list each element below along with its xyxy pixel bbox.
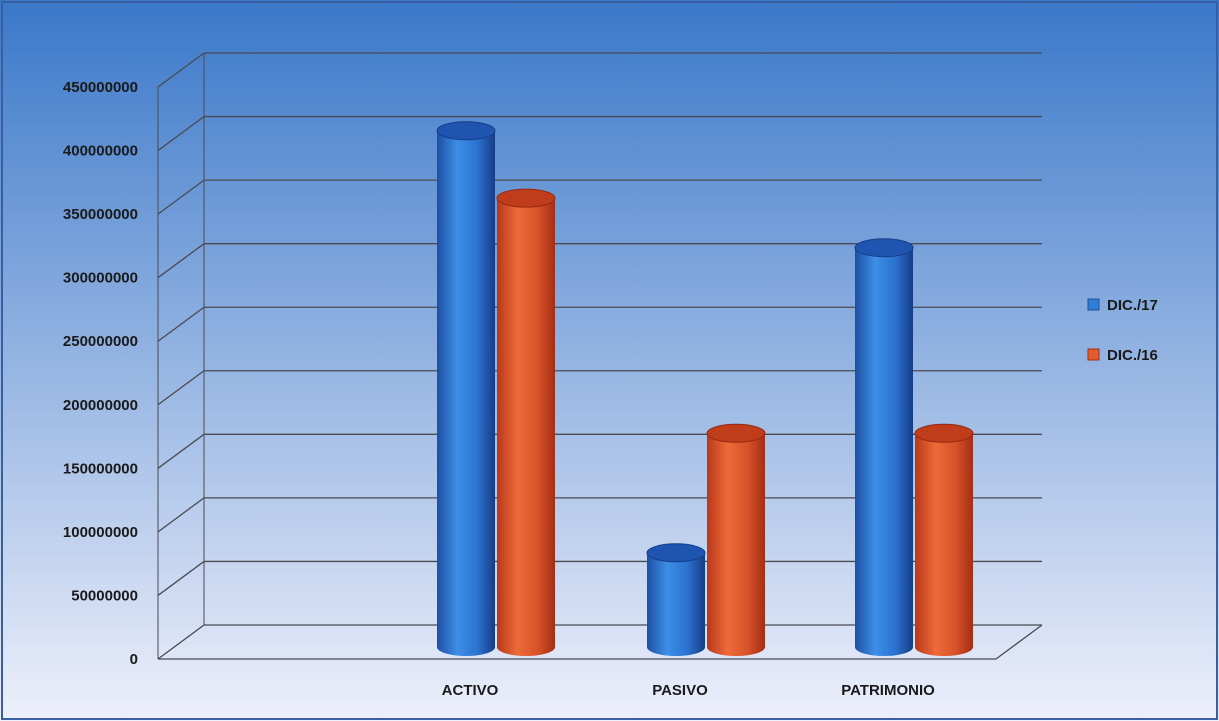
bar-body xyxy=(497,198,555,656)
bar-pasivo-series-1 xyxy=(706,423,766,656)
y-tick-label: 0 xyxy=(130,651,138,668)
bar-activo-series-0 xyxy=(436,121,496,656)
bar-top-cap xyxy=(496,188,556,208)
y-axis-ticks: 0 50000000 100000000 150000000 200000000 2500… xyxy=(63,79,138,668)
y-tick-label: 450000000 xyxy=(63,79,138,96)
bar-body xyxy=(707,433,765,656)
legend-swatch xyxy=(1087,348,1100,361)
bar-pasivo-series-0 xyxy=(646,543,706,656)
bar-body xyxy=(915,433,973,656)
y-tick-label: 100000000 xyxy=(63,524,138,541)
gridline-diagonal xyxy=(157,306,205,342)
bar-body xyxy=(647,552,705,656)
y-tick-label: 200000000 xyxy=(63,397,138,414)
bars xyxy=(436,121,974,656)
gridline-diagonal xyxy=(157,624,205,660)
bar-activo-series-1 xyxy=(496,188,556,656)
y-tick-label: 50000000 xyxy=(71,587,138,604)
y-tick-label: 150000000 xyxy=(63,460,138,477)
bar-top-cap xyxy=(646,543,706,563)
gridline-diagonal xyxy=(157,433,205,469)
x-category-label: PATRIMONIO xyxy=(841,682,935,699)
bar-top-cap xyxy=(436,121,496,141)
y-tick-label: 350000000 xyxy=(63,206,138,223)
gridline-diagonal xyxy=(157,179,205,215)
bar-top-cap xyxy=(706,423,766,443)
x-axis-categories: ACTIVO PASIVO PATRIMONIO xyxy=(442,682,935,699)
bar-body xyxy=(437,130,495,656)
y-tick-label: 400000000 xyxy=(63,143,138,160)
y-tick-label: 250000000 xyxy=(63,333,138,350)
bar-patrimonio-series-1 xyxy=(914,423,974,656)
y-tick-label: 300000000 xyxy=(63,270,138,287)
bar-body xyxy=(855,247,913,656)
gridline-diagonal xyxy=(157,497,205,533)
bar-patrimonio-series-0 xyxy=(854,238,914,656)
legend-label: DIC./17 xyxy=(1107,297,1158,314)
legend-swatch xyxy=(1087,298,1100,311)
bar-top-cap xyxy=(854,238,914,258)
gridline-diagonal xyxy=(157,370,205,406)
legend: DIC./17 DIC./16 xyxy=(1087,297,1158,364)
bar-top-cap xyxy=(914,423,974,443)
legend-label: DIC./16 xyxy=(1107,347,1158,364)
gridline-diagonal xyxy=(157,243,205,279)
gridline-diagonal xyxy=(157,116,205,152)
x-category-label: PASIVO xyxy=(652,682,708,699)
floor-right-edge xyxy=(995,624,1043,660)
x-category-label: ACTIVO xyxy=(442,682,499,699)
gridline-diagonal xyxy=(157,560,205,596)
gridline-diagonal xyxy=(157,52,205,88)
